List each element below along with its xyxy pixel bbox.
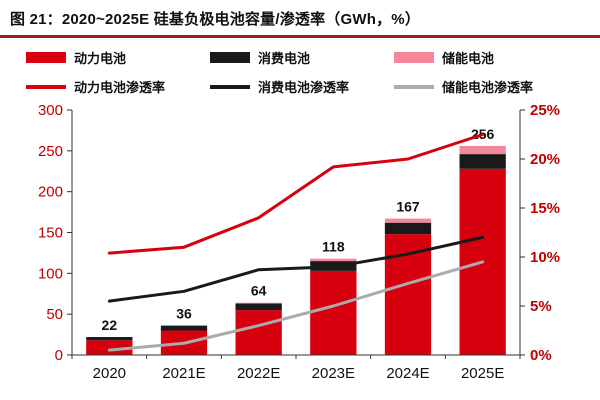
x-axis-category-label: 2023E — [312, 365, 355, 382]
penetration-line — [107, 133, 485, 255]
axes-group: 0 50 100 150 200 250 300 0% 5% 10% 15% 20% 25% 2020 20… — [38, 102, 560, 382]
bar-segment — [160, 325, 208, 331]
bar-total-label: 118 — [322, 239, 345, 255]
x-axis-category-label: 2025E — [461, 365, 504, 382]
right-axis-tick-label: 20% — [530, 151, 560, 168]
bar-total-label: 64 — [251, 283, 267, 299]
bar-segment — [235, 302, 282, 304]
bar-segment — [384, 234, 432, 355]
legend-item-storage-bar: 储能电池 — [394, 48, 574, 67]
x-axis-category-label: 2021E — [162, 365, 205, 382]
bar-segment — [459, 145, 506, 155]
right-axis-tick-label: 5% — [530, 298, 552, 315]
legend-item-consumer-line: 消费电池渗透率 — [210, 77, 390, 96]
chart-title: 图 21：2020~2025E 硅基负极电池容量/渗透率（GWh，%） — [10, 11, 421, 28]
combo-chart-svg: 0 50 100 150 200 250 300 0% 5% 10% 15% 20% 25% 2020 20… — [38, 102, 560, 382]
chart-legend: 动力电池 消费电池 储能电池 动力电池渗透率 消费电池渗透率 储能电池渗透率 — [26, 48, 600, 96]
left-axis-tick-label: 300 — [38, 102, 63, 119]
left-axis-tick-label: 250 — [38, 143, 63, 160]
bar-total-label: 167 — [396, 199, 420, 215]
right-axis-tick-label: 10% — [530, 249, 560, 266]
chart-area: 0 50 100 150 200 250 300 0% 5% 10% 15% 20% 25% 2020 20… — [0, 98, 600, 400]
penetration-line — [107, 260, 485, 352]
legend-item-power-line: 动力电池渗透率 — [26, 77, 206, 96]
consumer-battery-bar-swatch — [210, 52, 250, 63]
left-axis-tick-label: 50 — [46, 306, 63, 323]
bar-segment — [86, 340, 133, 355]
left-axis-tick-label: 100 — [38, 265, 63, 282]
bar-segment — [310, 258, 357, 262]
penetration-line — [107, 235, 485, 303]
bar-segment — [235, 310, 282, 355]
legend-label: 储能电池 — [442, 51, 495, 66]
x-axis-category-label: 2020 — [93, 365, 126, 382]
right-axis-tick-label: 15% — [530, 200, 560, 217]
legend-item-power-bar: 动力电池 — [26, 48, 206, 67]
x-axis-category-label: 2022E — [237, 365, 280, 382]
legend-label: 动力电池 — [74, 51, 127, 66]
left-axis-tick-label: 0 — [55, 347, 63, 364]
legend-item-storage-line: 储能电池渗透率 — [394, 77, 574, 96]
power-battery-bar-swatch — [26, 52, 66, 63]
lines-group — [107, 133, 485, 352]
bar-segment — [310, 270, 357, 355]
bar-segment — [86, 337, 133, 341]
power-penetration-line-swatch — [26, 84, 66, 89]
legend-label: 消费电池 — [258, 51, 311, 66]
bar-segment — [384, 218, 432, 223]
legend-label: 消费电池渗透率 — [258, 80, 350, 95]
bar-total-label: 22 — [102, 317, 118, 333]
legend-label: 储能电池渗透率 — [442, 80, 534, 95]
x-axis-category-label: 2024E — [386, 365, 429, 382]
consumer-penetration-line-swatch — [210, 84, 250, 89]
bar-segment — [459, 154, 506, 169]
title-divider — [0, 35, 600, 38]
bar-total-label: 36 — [176, 306, 192, 322]
storage-battery-bar-swatch — [394, 52, 434, 63]
legend-label: 动力电池渗透率 — [74, 80, 166, 95]
right-axis-tick-label: 25% — [530, 102, 560, 119]
left-axis-tick-label: 200 — [38, 184, 63, 201]
bar-segment — [235, 303, 282, 311]
legend-item-consumer-bar: 消费电池 — [210, 48, 390, 67]
storage-penetration-line-swatch — [394, 84, 434, 89]
left-axis-tick-label: 150 — [38, 225, 63, 242]
bar-segment — [384, 222, 432, 235]
right-axis-tick-label: 0% — [530, 347, 552, 364]
